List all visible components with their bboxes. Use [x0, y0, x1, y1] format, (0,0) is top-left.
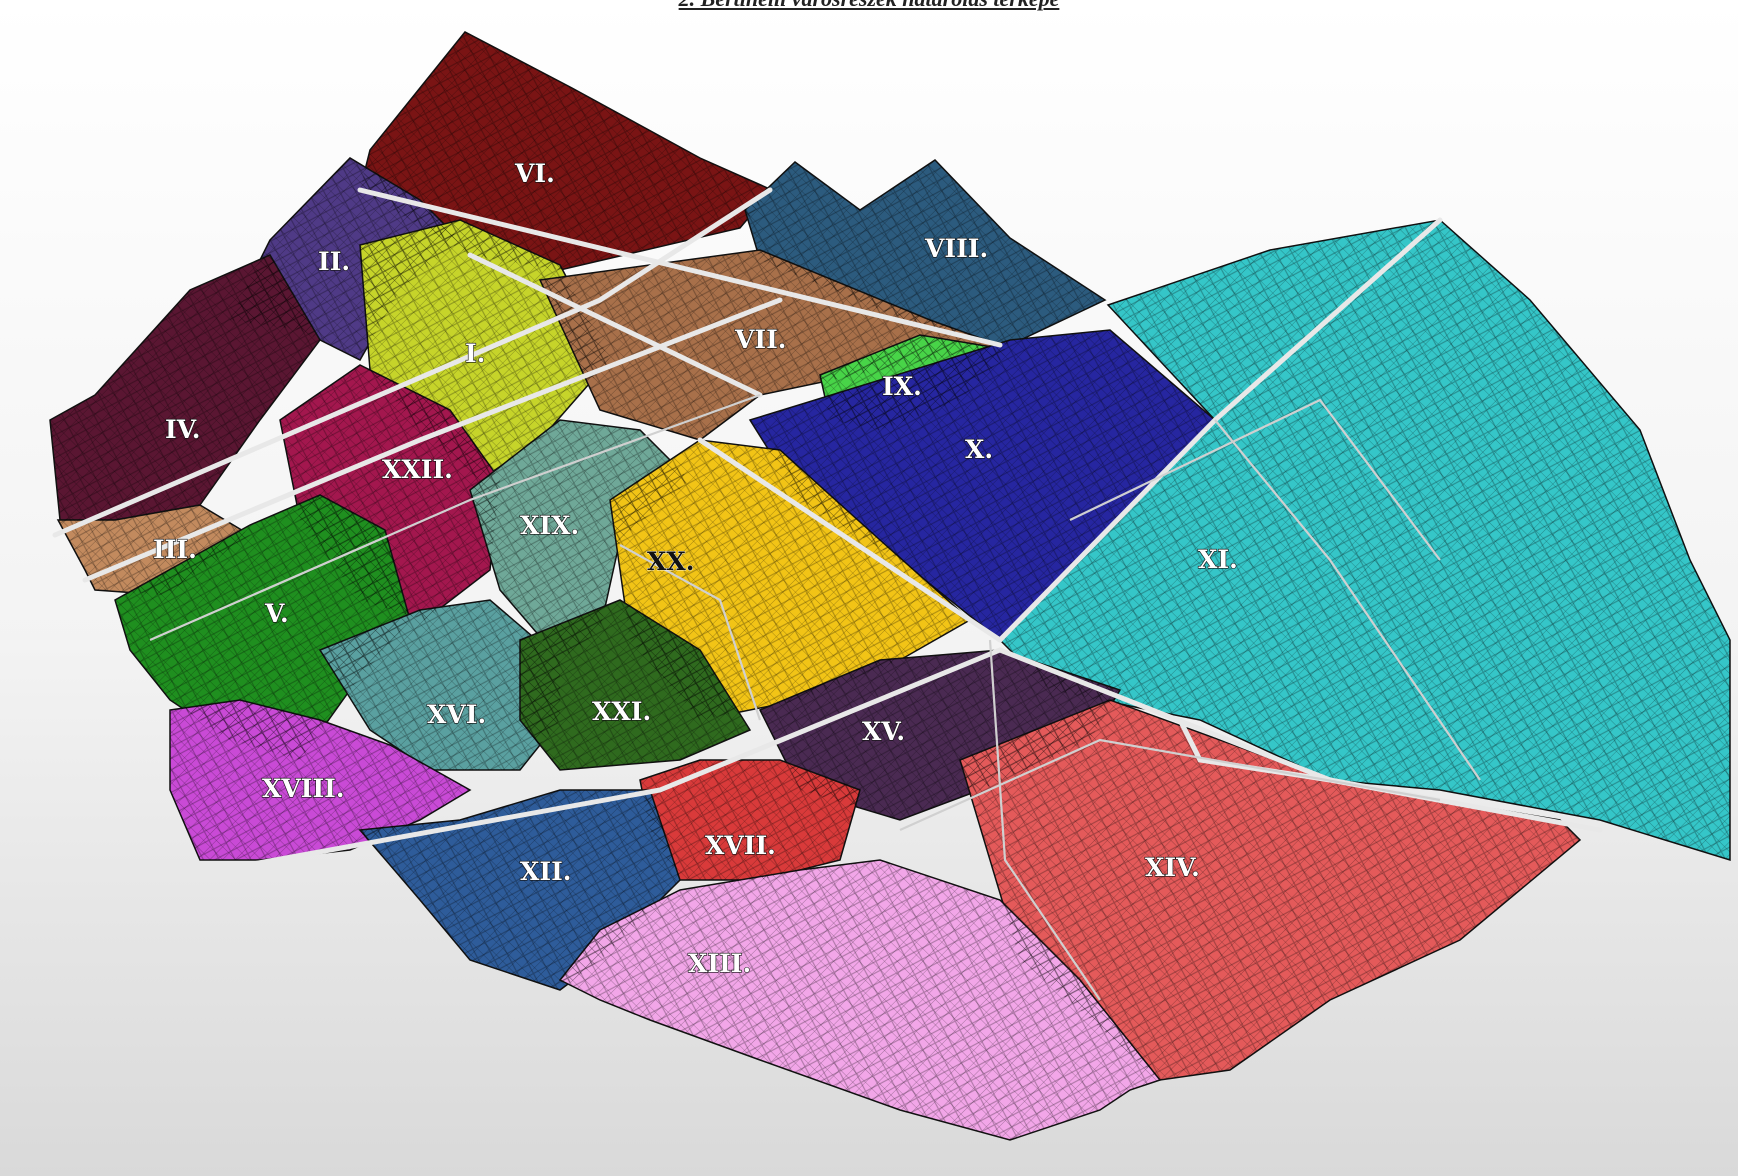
district-label-XIV: XIV.: [1145, 853, 1200, 882]
road-network: [52, 187, 1603, 1001]
district-label-I: I.: [465, 339, 485, 368]
parcel-grid-XIII: [560, 860, 1160, 1140]
parcel-grid-VI: [360, 32, 772, 270]
parcel-grid-XVI: [320, 600, 560, 770]
parcel-grid-XI: [1000, 220, 1730, 860]
district-label-XXI: XXI.: [592, 697, 651, 726]
district-label-IV: IV.: [165, 415, 200, 444]
parcel-grid-XXI: [520, 600, 750, 770]
parcel-grid-VIII: [745, 160, 1105, 345]
district-label-IX: IX.: [882, 372, 922, 401]
district-label-XV: XV.: [862, 717, 905, 746]
district-label-VI: VI.: [514, 159, 555, 188]
parcel-grid-VII: [540, 250, 1000, 440]
district-label-II: II.: [318, 247, 350, 276]
district-label-V: V.: [264, 599, 289, 628]
parcel-grid-V: [115, 495, 410, 760]
parcel-grid-IV: [50, 255, 320, 520]
parcel-grid-XVIII: [170, 700, 470, 860]
district-label-VII: VII.: [734, 325, 787, 354]
parcel-grid-XIV: [960, 700, 1580, 1080]
map-title: 2. Bertinelli városrészek határolás térk…: [0, 0, 1738, 12]
district-label-XX: XX.: [647, 547, 695, 576]
parcel-grid-XV: [760, 650, 1120, 820]
district-label-X: X.: [965, 435, 993, 464]
district-label-XIX: XIX.: [520, 511, 579, 540]
district-label-XII: XII.: [520, 857, 572, 886]
district-label-XVIII: XVIII.: [262, 774, 345, 803]
district-label-XIII: XIII.: [688, 949, 751, 978]
district-label-XI: XI.: [1198, 545, 1238, 574]
parcel-grid-X: [750, 330, 1215, 640]
district-label-VIII: VIII.: [924, 234, 988, 263]
district-label-XVII: XVII.: [705, 831, 776, 860]
district-label-XVI: XVI.: [427, 700, 486, 729]
district-label-III: III.: [153, 535, 197, 564]
district-label-XXII: XXII.: [382, 455, 453, 484]
parcel-grid-XVII: [640, 760, 860, 880]
